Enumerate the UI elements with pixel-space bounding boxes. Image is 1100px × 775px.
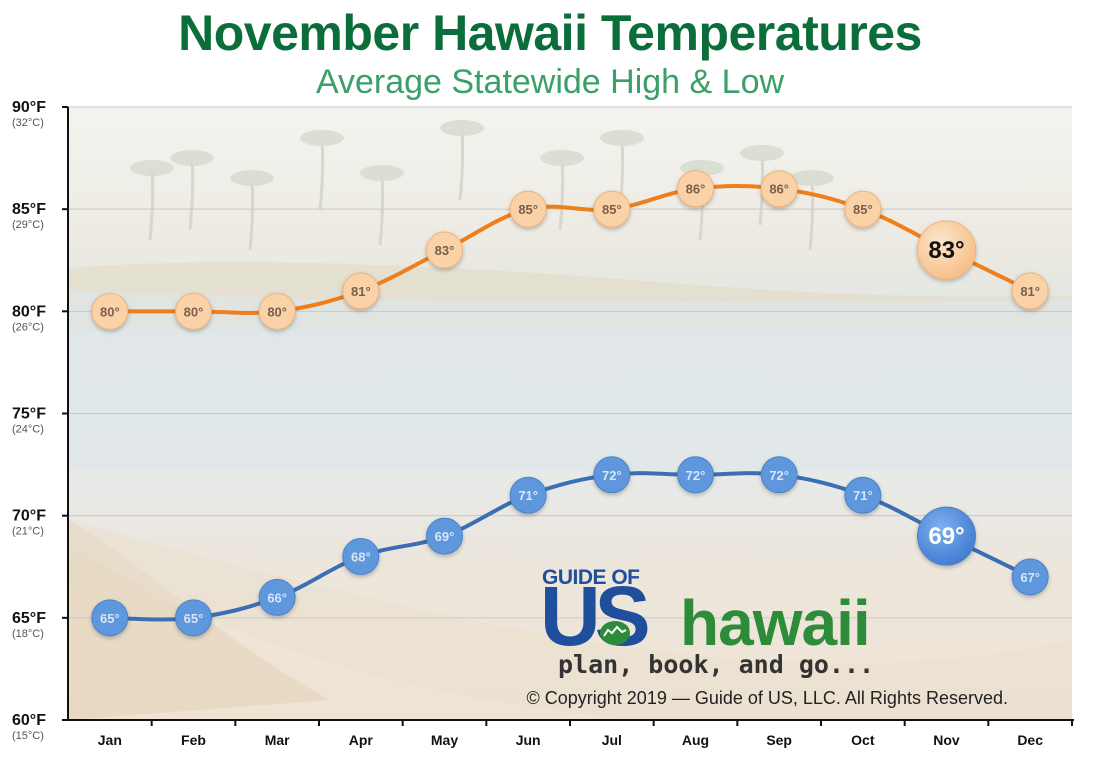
palm-frond-shape <box>540 150 584 166</box>
low-data-label: 72° <box>602 468 622 483</box>
low-data-label: 65° <box>100 611 120 626</box>
x-tick-label: Nov <box>933 732 960 748</box>
low-data-label: 66° <box>267 590 287 605</box>
x-tick-label: Dec <box>1017 732 1043 748</box>
low-data-marker <box>91 599 129 637</box>
low-data-label: 72° <box>769 468 789 483</box>
x-tick-label: Mar <box>265 732 290 748</box>
high-data-label: 86° <box>769 182 789 197</box>
high-data-label: 85° <box>853 202 873 217</box>
y-tick-label: 75°F <box>12 406 46 423</box>
y-tick-sublabel: (15°C) <box>12 730 44 742</box>
high-data-label: 80° <box>267 304 287 319</box>
hawaii-state-map-icon <box>600 621 630 645</box>
low-data-label: 68° <box>351 550 371 565</box>
y-tick-sublabel: (32°C) <box>12 117 44 129</box>
palm-frond-shape <box>440 120 484 136</box>
low-data-marker <box>342 538 380 576</box>
low-data-marker <box>509 476 547 514</box>
high-data-label: 85° <box>602 202 622 217</box>
low-data-label: 69° <box>435 529 455 544</box>
low-data-marker <box>917 506 976 566</box>
high-data-marker <box>677 170 714 208</box>
high-data-marker <box>844 190 882 228</box>
low-data-marker <box>844 476 882 514</box>
logo-tagline: plan, book, and go... <box>558 650 875 679</box>
series: 80° 80° 80° 81° 83° 85° 85° 86° 86° 85° 83° 81° 65° 6… <box>91 170 1049 637</box>
high-data-marker <box>91 292 129 330</box>
x-tick-label: May <box>431 732 458 748</box>
high-data-label: 85° <box>518 202 538 217</box>
high-data-marker <box>258 292 296 330</box>
x-tick-label: Aug <box>682 732 709 748</box>
axes: 90°F(32°C) 85°F(29°C) 80°F(26°C) 75°F(24°C)… <box>12 99 1074 748</box>
palm-frond-shape <box>740 145 784 161</box>
y-tick-sublabel: (26°C) <box>12 321 44 333</box>
high-data-label: 81° <box>1020 284 1040 299</box>
palm-frond-shape <box>130 160 174 176</box>
ocean-shape <box>68 290 1072 470</box>
high-data-marker <box>342 272 380 310</box>
y-tick-label: 60°F <box>12 712 46 729</box>
y-tick-sublabel: (29°C) <box>12 219 44 231</box>
logo-us-text: US <box>540 569 651 663</box>
chart-subtitle: Average Statewide High & Low <box>315 63 785 101</box>
low-data-marker <box>258 578 296 616</box>
palm-frond-shape <box>170 150 214 166</box>
x-tick-label: Jul <box>602 732 622 748</box>
guide-of-us-hawaii-logo: GUIDE OF US hawaii plan, book, and go... <box>540 566 910 688</box>
high-data-marker <box>1011 272 1049 310</box>
copyright-notice: © Copyright 2019 — Guide of US, LLC. All… <box>526 688 1009 708</box>
high-data-marker <box>593 190 631 228</box>
palm-frond-shape <box>230 170 274 186</box>
x-tick-label: Feb <box>181 732 206 748</box>
wave-foam-shape <box>68 520 1072 720</box>
y-tick-label: 85°F <box>12 201 46 218</box>
high-data-label: 83° <box>435 243 455 258</box>
high-data-label: 80° <box>100 304 120 319</box>
high-data-marker <box>175 292 212 330</box>
low-data-label: 71° <box>518 488 538 503</box>
palm-frond-shape <box>600 130 644 146</box>
high-data-marker <box>426 231 463 269</box>
y-tick-sublabel: (18°C) <box>12 628 44 640</box>
y-tick-label: 80°F <box>12 303 46 320</box>
low-data-label: 72° <box>686 468 706 483</box>
x-tick-label: Jan <box>98 732 122 748</box>
x-tick-label: Oct <box>851 732 875 748</box>
low-data-label: 65° <box>184 611 204 626</box>
y-tick-label: 65°F <box>12 610 46 627</box>
low-data-marker <box>760 456 798 494</box>
y-tick-label: 70°F <box>12 508 46 525</box>
low-data-marker <box>1011 558 1049 596</box>
low-data-label: 67° <box>1020 570 1040 585</box>
high-data-marker <box>509 190 547 228</box>
low-data-label: 71° <box>853 488 873 503</box>
high-data-label: 81° <box>351 284 371 299</box>
low-data-marker <box>593 456 631 494</box>
x-tick-label: Sep <box>766 732 792 748</box>
high-data-marker <box>917 220 976 280</box>
low-data-marker <box>175 599 212 637</box>
y-tick-sublabel: (21°C) <box>12 526 44 538</box>
x-tick-label: Apr <box>349 732 374 748</box>
palm-frond-shape <box>300 130 344 146</box>
high-data-label: 83° <box>928 237 964 264</box>
high-data-label: 86° <box>686 182 706 197</box>
high-data-marker <box>760 170 798 208</box>
y-tick-label: 90°F <box>12 99 46 116</box>
chart-title: November Hawaii Temperatures <box>178 5 922 61</box>
low-data-marker <box>426 517 463 555</box>
logo-top-text: GUIDE OF <box>542 566 640 589</box>
x-tick-label: Jun <box>516 732 541 748</box>
y-tick-sublabel: (24°C) <box>12 424 44 436</box>
low-data-marker <box>677 456 714 494</box>
logo-hawaii-text: hawaii <box>680 587 871 659</box>
low-data-label: 69° <box>928 523 964 550</box>
palm-frond-shape <box>360 165 404 181</box>
palm-frond-shape <box>790 170 834 186</box>
high-data-label: 80° <box>184 304 204 319</box>
